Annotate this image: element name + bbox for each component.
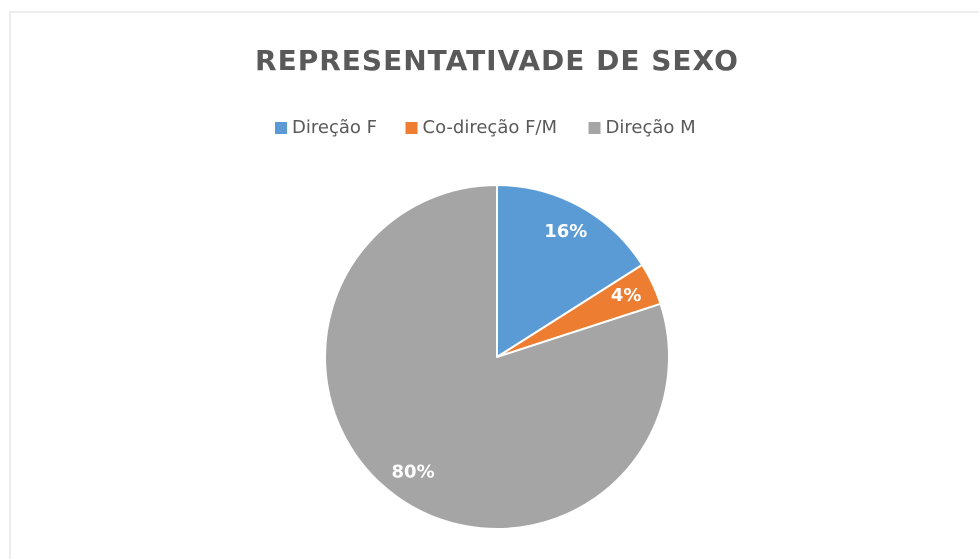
data-label: 80% [392, 461, 435, 482]
pie-slice [496, 184, 644, 358]
legend-swatch [588, 122, 601, 134]
chart-title: REPRESENTATIVADE DE SEXO [255, 44, 739, 77]
legend-label: Direção F [292, 117, 377, 138]
data-label: 16% [544, 221, 587, 242]
data-label: 4% [611, 285, 642, 306]
legend-swatch [275, 122, 287, 134]
legend-label: Direção M [606, 117, 696, 138]
pie-slice [324, 184, 670, 530]
legend-swatch [405, 122, 418, 134]
legend-label: Co-direção F/M [423, 117, 558, 138]
